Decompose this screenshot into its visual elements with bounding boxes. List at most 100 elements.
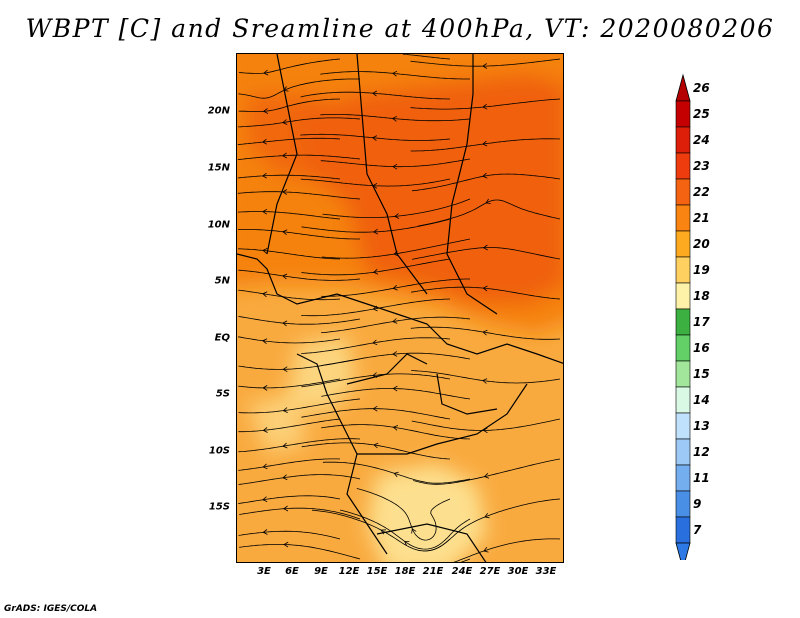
colorbar-label-14: 14 bbox=[693, 393, 710, 407]
streamline bbox=[301, 218, 451, 233]
streamline-arrow bbox=[404, 540, 410, 546]
colorbar-segment bbox=[675, 230, 691, 258]
colorbar-segment bbox=[675, 282, 691, 310]
chart-title: WBPT [C] and Sreamline at 400hPa, VT: 20… bbox=[25, 14, 775, 43]
pale-region-south bbox=[367, 464, 487, 562]
streamline bbox=[238, 336, 341, 344]
streamline bbox=[356, 488, 451, 541]
colorbar-top-arrow bbox=[675, 73, 691, 102]
streamline bbox=[321, 278, 470, 297]
streamline-arrow bbox=[484, 512, 490, 519]
lat-label-5n: 5N bbox=[214, 275, 230, 287]
colorbar-label-23: 23 bbox=[693, 159, 710, 173]
streamline-arrow bbox=[261, 138, 268, 145]
map-panel bbox=[236, 53, 564, 563]
streamline bbox=[460, 558, 471, 562]
streamline bbox=[320, 158, 471, 168]
streamline bbox=[238, 248, 341, 260]
streamline bbox=[238, 78, 360, 99]
streamline bbox=[410, 98, 561, 110]
streamline-arrow bbox=[372, 90, 378, 97]
colorbar-label-9: 9 bbox=[693, 497, 702, 511]
streamline bbox=[238, 358, 361, 370]
streamline-arrow bbox=[482, 63, 488, 69]
streamline-arrow bbox=[485, 198, 491, 204]
lon-label-15e: 15E bbox=[366, 566, 388, 577]
colorbar-label-7: 7 bbox=[693, 523, 702, 537]
streamline bbox=[237, 154, 361, 160]
streamline bbox=[301, 442, 451, 460]
colorbar-label-20: 20 bbox=[693, 237, 710, 251]
streamline-arrow bbox=[262, 338, 268, 345]
streamline-arrow bbox=[392, 318, 398, 324]
streamline-arrow bbox=[262, 463, 268, 470]
streamline-arrow bbox=[482, 378, 488, 384]
pale-region-west bbox=[287, 334, 357, 414]
colorbar-label-17: 17 bbox=[693, 315, 710, 329]
streamline bbox=[453, 538, 561, 562]
streamline bbox=[340, 509, 471, 550]
streamline bbox=[237, 211, 341, 220]
streamline bbox=[300, 91, 450, 100]
streamline bbox=[411, 173, 561, 192]
streamline-arrow bbox=[262, 496, 268, 502]
streamline-arrow bbox=[483, 473, 490, 479]
streamline-arrow bbox=[282, 189, 288, 195]
streamline-arrow bbox=[393, 471, 399, 478]
lon-label-18e: 18E bbox=[394, 566, 416, 577]
streamline bbox=[238, 530, 341, 540]
streamline bbox=[300, 133, 451, 141]
streamline bbox=[311, 509, 451, 552]
streamline-arrow bbox=[483, 547, 489, 553]
streamline-arrow bbox=[482, 172, 488, 179]
colorbar-label-25: 25 bbox=[693, 107, 710, 121]
streamline-arrow bbox=[392, 351, 398, 357]
lat-label-15s: 15S bbox=[208, 501, 230, 513]
streamline-arrow bbox=[392, 163, 398, 170]
map-plot bbox=[237, 54, 563, 562]
streamline-arrow bbox=[262, 427, 268, 433]
streamline bbox=[238, 474, 361, 485]
colorbar-label-13: 13 bbox=[693, 419, 710, 433]
streamline-arrow bbox=[392, 70, 398, 77]
streamline-arrow bbox=[282, 474, 288, 481]
colorbar-segment bbox=[675, 334, 691, 362]
streamline bbox=[238, 316, 361, 325]
streamline-arrow bbox=[372, 405, 378, 412]
colorbar-segment bbox=[675, 464, 691, 492]
streamline-arrow bbox=[282, 366, 288, 373]
streamline bbox=[301, 298, 451, 317]
colorbar-segment bbox=[675, 126, 691, 154]
streamline-arrow bbox=[392, 284, 398, 291]
streamline-arrow bbox=[262, 208, 268, 215]
streamline-arrow bbox=[372, 339, 378, 346]
streamline bbox=[301, 337, 451, 354]
colorbar-label-16: 16 bbox=[693, 341, 710, 355]
streamline bbox=[239, 507, 361, 520]
colorbar-label-11: 11 bbox=[693, 471, 710, 485]
streamline bbox=[301, 373, 451, 388]
lat-label-20n: 20N bbox=[207, 105, 230, 117]
colorbar-segment bbox=[675, 386, 691, 414]
streamline-arrow bbox=[282, 273, 288, 280]
colorbar-segment bbox=[675, 308, 691, 336]
streamline bbox=[238, 495, 341, 504]
lon-label-6e: 6E bbox=[285, 566, 299, 577]
streamline bbox=[320, 71, 470, 80]
lon-label-33e: 33E bbox=[535, 566, 557, 577]
streamline bbox=[238, 398, 361, 414]
streamline bbox=[238, 117, 361, 128]
lon-label-21e: 21E bbox=[422, 566, 444, 577]
streamline bbox=[300, 178, 451, 187]
colorbar-segment bbox=[675, 360, 691, 388]
streamline-arrow bbox=[282, 320, 288, 327]
streamline bbox=[239, 544, 361, 560]
footer-credit: GrADS: IGES/COLA bbox=[4, 604, 98, 614]
streamline-arrow bbox=[281, 152, 287, 159]
streamline-arrow bbox=[262, 291, 268, 298]
streamline bbox=[237, 191, 361, 200]
streamline bbox=[320, 114, 471, 122]
colorbar-label-26: 26 bbox=[693, 81, 710, 95]
streamline-arrow bbox=[482, 427, 488, 434]
streamline-arrow bbox=[394, 213, 400, 219]
